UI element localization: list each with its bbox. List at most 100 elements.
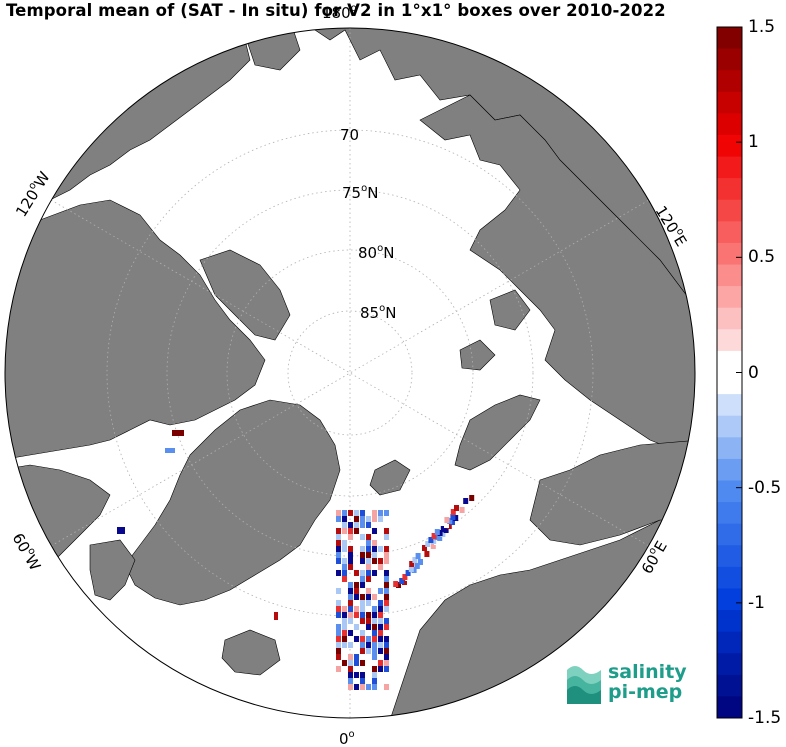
logo-text-pi-mep: pi-mep (608, 681, 683, 703)
data-cell (378, 618, 383, 624)
data-cell (360, 630, 365, 636)
data-cell (342, 576, 347, 582)
data-cell (444, 517, 450, 523)
colorbar-step (717, 264, 742, 287)
data-cell (434, 529, 440, 535)
data-cell (360, 624, 365, 630)
colorbar-tick-label: 0.5 (748, 247, 776, 268)
data-cell (384, 582, 389, 588)
data-cell (348, 564, 353, 570)
data-cell (434, 534, 440, 540)
data-cell (366, 600, 371, 606)
data-cell (354, 588, 359, 594)
data-cell (372, 684, 377, 690)
data-cell (342, 606, 347, 612)
colorbar-step (717, 631, 742, 654)
data-cell (354, 684, 359, 690)
data-cell (384, 678, 389, 684)
data-cell (372, 594, 377, 600)
colorbar-step (717, 27, 742, 50)
data-cell (378, 570, 383, 576)
data-cell (372, 516, 377, 522)
data-cell (378, 636, 383, 642)
data-cell (366, 672, 371, 678)
colorbar-tick-label: 1.5 (748, 17, 776, 37)
data-cell (372, 522, 377, 528)
data-cell (366, 684, 371, 690)
data-cell (384, 642, 389, 648)
data-cell (384, 672, 389, 678)
data-cell (274, 612, 278, 620)
data-cell (117, 527, 125, 534)
colorbar-step (717, 156, 742, 179)
data-cell (366, 534, 371, 540)
data-cell (342, 540, 347, 546)
data-cell (360, 642, 365, 648)
data-cell (354, 564, 359, 570)
data-cell (360, 672, 365, 678)
data-cell (405, 570, 411, 576)
data-cell (342, 516, 347, 522)
map-border (4, 27, 696, 719)
data-cell (360, 600, 365, 606)
data-cell (366, 636, 371, 642)
lat-label-80: 80oN (358, 243, 394, 262)
colorbar-step (717, 221, 742, 244)
colorbar-labels: 1.5 1 0.5 0 -0.5 -1 -1.5 (740, 0, 786, 747)
data-cell (360, 594, 365, 600)
data-cell (366, 516, 371, 522)
data-cell (348, 600, 353, 606)
data-cell (342, 558, 347, 564)
data-cell (378, 534, 383, 540)
colorbar-step (717, 199, 742, 222)
data-cell (354, 660, 359, 666)
data-cell (366, 558, 371, 564)
data-cell (384, 624, 389, 630)
data-cell (360, 516, 365, 522)
data-cell (354, 672, 359, 678)
data-cell (372, 612, 377, 618)
data-cell (440, 526, 446, 532)
data-cell (384, 600, 389, 606)
colorbar-tick-label: 1 (748, 132, 759, 153)
data-cell (366, 648, 371, 654)
data-cell (372, 666, 377, 672)
colorbar-step (717, 70, 742, 93)
colorbar-tick-label: -1 (748, 592, 765, 613)
data-cell (336, 666, 341, 672)
data-cell (378, 642, 383, 648)
data-cell (360, 660, 365, 666)
data-cell (348, 630, 353, 636)
data-cell (440, 531, 446, 537)
data-cell (366, 618, 371, 624)
lat-label-75: 75oN (342, 183, 378, 202)
data-cell (402, 574, 408, 580)
data-cell (348, 558, 353, 564)
colorbar-step (717, 113, 742, 136)
colorbar-step (717, 372, 742, 395)
colorbar-step (717, 307, 742, 330)
data-cell (348, 642, 353, 648)
colorbar-step (717, 134, 742, 158)
data-cell (354, 606, 359, 612)
data-cell (336, 588, 341, 594)
data-cell (437, 535, 443, 541)
data-cell (384, 576, 389, 582)
data-cell (360, 558, 365, 564)
data-cell (360, 648, 365, 654)
data-cell (378, 600, 383, 606)
data-cell (360, 678, 365, 684)
data-cell (354, 522, 359, 528)
data-cell (336, 612, 341, 618)
data-cell (360, 552, 365, 558)
data-cell (384, 510, 389, 516)
data-cell (378, 624, 383, 630)
data-cell (366, 624, 371, 630)
logo-waves-icon (567, 666, 601, 704)
data-cell (418, 559, 423, 565)
data-cell (165, 448, 175, 453)
data-cell (372, 552, 377, 558)
data-cell (450, 519, 455, 525)
colorbar-step (717, 523, 742, 546)
data-cell (384, 618, 389, 624)
